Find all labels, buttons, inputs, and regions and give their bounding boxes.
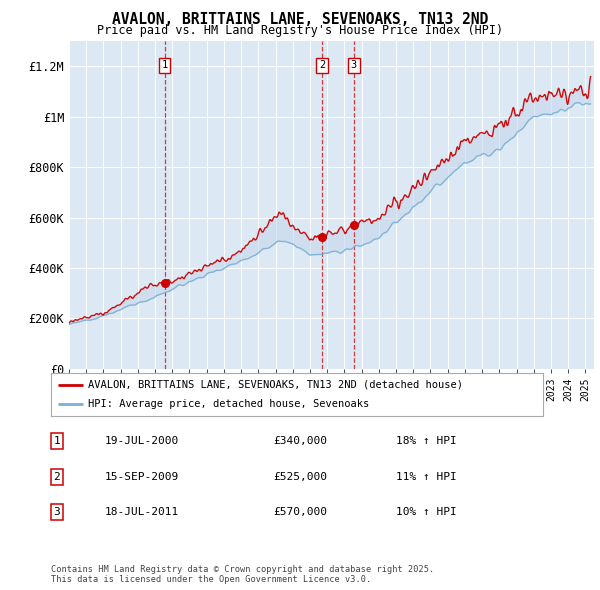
Text: Contains HM Land Registry data © Crown copyright and database right 2025.
This d: Contains HM Land Registry data © Crown c… [51, 565, 434, 584]
Text: AVALON, BRITTAINS LANE, SEVENOAKS, TN13 2ND (detached house): AVALON, BRITTAINS LANE, SEVENOAKS, TN13 … [88, 380, 463, 390]
Text: 11% ↑ HPI: 11% ↑ HPI [396, 472, 457, 481]
Text: 3: 3 [53, 507, 61, 517]
Text: 1: 1 [161, 60, 167, 70]
Text: 15-SEP-2009: 15-SEP-2009 [105, 472, 179, 481]
Text: 1: 1 [53, 437, 61, 446]
Text: AVALON, BRITTAINS LANE, SEVENOAKS, TN13 2ND: AVALON, BRITTAINS LANE, SEVENOAKS, TN13 … [112, 12, 488, 27]
Text: Price paid vs. HM Land Registry's House Price Index (HPI): Price paid vs. HM Land Registry's House … [97, 24, 503, 37]
Text: £570,000: £570,000 [273, 507, 327, 517]
Text: 2: 2 [319, 60, 325, 70]
Text: 18% ↑ HPI: 18% ↑ HPI [396, 437, 457, 446]
Text: 19-JUL-2000: 19-JUL-2000 [105, 437, 179, 446]
Text: £340,000: £340,000 [273, 437, 327, 446]
Text: 2: 2 [53, 472, 61, 481]
Text: £525,000: £525,000 [273, 472, 327, 481]
Text: 3: 3 [351, 60, 357, 70]
Text: 18-JUL-2011: 18-JUL-2011 [105, 507, 179, 517]
Text: HPI: Average price, detached house, Sevenoaks: HPI: Average price, detached house, Seve… [88, 399, 369, 409]
Text: 10% ↑ HPI: 10% ↑ HPI [396, 507, 457, 517]
